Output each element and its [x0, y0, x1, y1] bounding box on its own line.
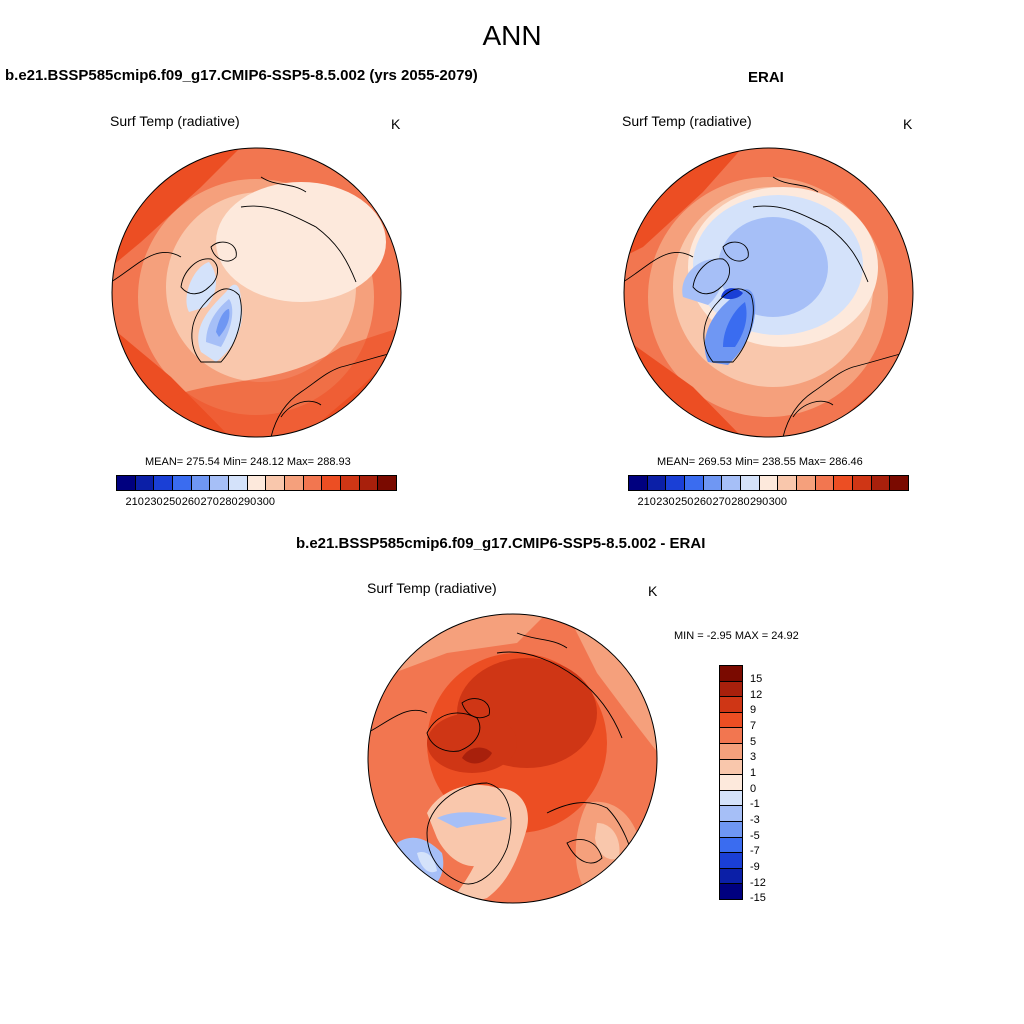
colorbar-tick-label: 280	[219, 496, 238, 508]
colorbar-tick-label: 250	[675, 496, 694, 508]
colorbar-swatch	[720, 806, 742, 822]
colorbar-tick-label: 210	[637, 496, 656, 508]
colorbar-swatch	[720, 837, 742, 854]
colorbar-tick-label: 260	[181, 496, 201, 508]
colorbar-tick-label: 15	[750, 673, 763, 685]
colorbar-tick-label: 12	[750, 688, 763, 701]
colorbar-swatch	[720, 884, 742, 899]
panel-2-colorbar	[628, 475, 909, 491]
colorbar-tick-label: 5	[750, 735, 757, 748]
colorbar-swatch	[759, 476, 779, 490]
colorbar-swatch	[720, 790, 742, 807]
colorbar-swatch	[247, 476, 267, 490]
colorbar-swatch	[834, 476, 854, 490]
panel-3-map	[367, 613, 658, 904]
colorbar-swatch	[647, 476, 667, 490]
colorbar-tick-label: 300	[256, 496, 276, 508]
colorbar-tick-label: 270	[712, 496, 731, 508]
colorbar-swatch	[173, 476, 192, 490]
colorbar-swatch	[359, 476, 379, 490]
panel-1-map	[111, 147, 402, 438]
panel-1-unit: K	[391, 116, 401, 132]
colorbar-swatch	[720, 712, 742, 729]
colorbar-tick-label: -7	[750, 845, 760, 858]
colorbar-tick-label: 280	[731, 496, 750, 508]
colorbar-swatch	[117, 476, 136, 490]
colorbar-tick-label: -3	[750, 814, 760, 826]
colorbar-swatch	[720, 853, 742, 869]
colorbar-swatch	[720, 728, 742, 744]
colorbar-swatch	[720, 697, 742, 713]
panel-2-map	[623, 147, 914, 438]
colorbar-tick-label: 3	[750, 751, 757, 764]
colorbar-swatch	[871, 476, 891, 490]
panel-2-colorbar-ticks: 210 230 250 260 270 280 290 300	[628, 496, 909, 510]
colorbar-tick-label: 9	[750, 704, 757, 717]
panel-2-title: ERAI	[748, 69, 784, 86]
colorbar-swatch	[720, 868, 742, 885]
colorbar-swatch	[285, 476, 304, 490]
colorbar-tick-label: 230	[144, 496, 163, 508]
panel-3-colorbar-ticks: 15 12 9 7 5 3 1 0 -1 -3 -5 -7 -9 -12 -15	[750, 665, 790, 904]
colorbar-swatch	[266, 476, 286, 490]
colorbar-swatch	[154, 476, 174, 490]
panel-1-variable: Surf Temp (radiative)	[110, 113, 240, 129]
colorbar-tick-label: 210	[125, 496, 144, 508]
colorbar-tick-label: 260	[693, 496, 713, 508]
panel-3-stats: MIN = -2.95 MAX = 24.92	[674, 630, 799, 642]
colorbar-swatch	[210, 476, 230, 490]
colorbar-swatch	[341, 476, 360, 490]
colorbar-swatch	[720, 775, 742, 791]
colorbar-swatch	[720, 666, 742, 682]
colorbar-tick-label: 1	[750, 767, 757, 779]
colorbar-swatch	[629, 476, 648, 490]
panel-3-colorbar	[719, 665, 743, 900]
panel-3-unit: K	[648, 583, 658, 599]
colorbar-tick-label: 7	[750, 720, 757, 732]
colorbar-tick-label: 0	[750, 782, 757, 795]
colorbar-swatch	[720, 681, 742, 698]
colorbar-tick-label: -15	[750, 892, 766, 905]
colorbar-swatch	[815, 476, 835, 490]
colorbar-swatch	[797, 476, 816, 490]
panel-1-colorbar	[116, 475, 397, 491]
panel-1-colorbar-ticks: 210 230 250 260 270 280 290 300	[116, 496, 397, 510]
colorbar-swatch	[229, 476, 248, 490]
colorbar-swatch	[378, 476, 397, 490]
colorbar-swatch	[135, 476, 155, 490]
colorbar-tick-label: 230	[656, 496, 675, 508]
colorbar-swatch	[778, 476, 798, 490]
panel-2-unit: K	[903, 116, 913, 132]
colorbar-tick-label: 290	[749, 496, 769, 508]
panel-3-variable: Surf Temp (radiative)	[367, 580, 497, 596]
colorbar-swatch	[703, 476, 723, 490]
colorbar-tick-label: 290	[237, 496, 257, 508]
colorbar-swatch	[890, 476, 909, 490]
colorbar-swatch	[853, 476, 872, 490]
colorbar-tick-label: 270	[200, 496, 219, 508]
colorbar-swatch	[720, 821, 742, 838]
colorbar-tick-label: 300	[768, 496, 788, 508]
colorbar-tick-label: -5	[750, 829, 760, 842]
colorbar-tick-label: 250	[163, 496, 182, 508]
colorbar-swatch	[191, 476, 211, 490]
colorbar-tick-label: -1	[750, 798, 760, 811]
colorbar-swatch	[685, 476, 704, 490]
colorbar-swatch	[720, 743, 742, 760]
colorbar-tick-label: -9	[750, 861, 760, 873]
panel-1-title: b.e21.BSSP585cmip6.f09_g17.CMIP6-SSP5-8.…	[5, 67, 478, 84]
colorbar-swatch	[722, 476, 742, 490]
colorbar-swatch	[666, 476, 686, 490]
panel-3-title: b.e21.BSSP585cmip6.f09_g17.CMIP6-SSP5-8.…	[296, 535, 706, 552]
colorbar-swatch	[741, 476, 760, 490]
panel-2-stats: MEAN= 269.53 Min= 238.55 Max= 286.46	[657, 456, 863, 468]
panel-2-variable: Surf Temp (radiative)	[622, 113, 752, 129]
figure-title: ANN	[482, 20, 542, 51]
colorbar-swatch	[322, 476, 342, 490]
colorbar-swatch	[720, 759, 742, 776]
colorbar-swatch	[303, 476, 323, 490]
panel-1-stats: MEAN= 275.54 Min= 248.12 Max= 288.93	[145, 456, 351, 468]
colorbar-tick-label: -12	[750, 876, 766, 889]
